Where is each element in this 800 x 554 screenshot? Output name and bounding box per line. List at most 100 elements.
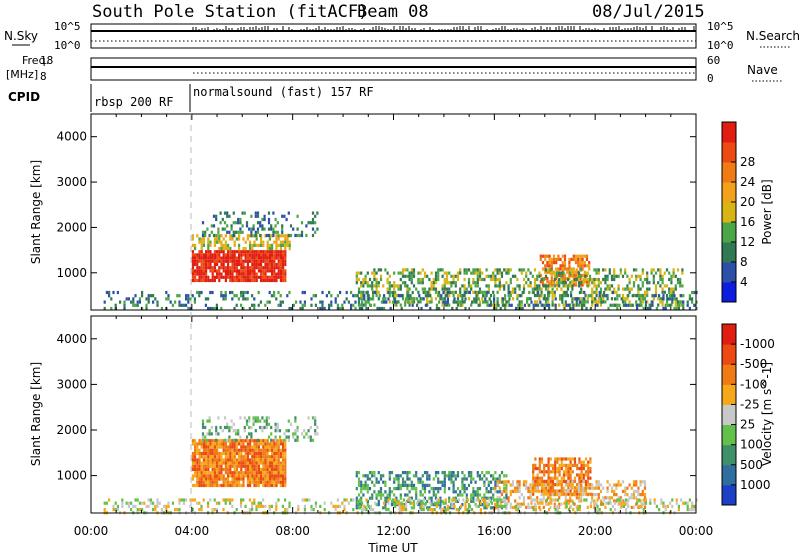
scatter-cell <box>478 290 482 294</box>
scatter-cell <box>560 486 563 490</box>
scatter-cell <box>516 489 519 493</box>
scatter-cell <box>384 503 387 507</box>
scatter-cell <box>275 471 278 475</box>
scatter-cell <box>227 483 230 488</box>
scatter-cell <box>503 483 506 487</box>
scatter-cell <box>242 445 245 449</box>
scatter-cell <box>202 480 205 484</box>
colorbar-tick-label: 8 <box>740 255 748 269</box>
scatter-cell <box>220 262 223 267</box>
scatter-cell <box>345 297 348 301</box>
scatter-cell <box>547 489 550 493</box>
scatter-cell <box>577 254 580 258</box>
scatter-cell <box>635 483 638 487</box>
scatter-cell <box>110 306 113 311</box>
scatter-cell <box>493 498 496 502</box>
scatter-cell <box>167 504 170 508</box>
scatter-cell <box>503 268 506 272</box>
scatter-cell <box>552 257 556 261</box>
scatter-cell <box>215 217 218 222</box>
scatter-cell <box>251 504 254 508</box>
scatter-cell <box>397 499 400 503</box>
scatter-cell <box>445 287 449 291</box>
scatter-cell <box>361 508 364 512</box>
scatter-cell <box>487 287 490 291</box>
scatter-cell <box>578 473 581 477</box>
scatter-cell <box>438 290 441 295</box>
scatter-cell <box>130 300 133 304</box>
scatter-cell <box>272 230 275 234</box>
scatter-cell <box>412 268 416 272</box>
scatter-cell <box>323 501 326 505</box>
scatter-cell <box>496 300 499 304</box>
scatter-cell <box>628 496 631 500</box>
scatter-cell <box>282 278 285 283</box>
scatter-cell <box>593 486 596 490</box>
scatter-cell <box>200 290 203 295</box>
scatter-cell <box>282 243 285 247</box>
scatter-cell <box>478 287 482 291</box>
scatter-cell <box>284 455 287 459</box>
scatter-cell <box>540 470 544 474</box>
scatter-cell <box>461 483 464 487</box>
scatter-cell <box>404 471 407 475</box>
scatter-cell <box>251 262 254 267</box>
scatter-cell <box>435 498 438 502</box>
scatter-cell <box>539 280 542 284</box>
scatter-cell <box>224 297 227 301</box>
scatter-cell <box>272 211 275 215</box>
scatter-cell <box>571 287 574 291</box>
scatter-cell <box>531 489 534 493</box>
scatter-cell <box>548 508 551 512</box>
scatter-cell <box>412 474 416 478</box>
scatter-cell <box>363 504 366 508</box>
scatter-cell <box>632 496 636 500</box>
scatter-cell <box>443 287 446 291</box>
scatter-cell <box>566 267 569 271</box>
scatter-cell <box>470 287 473 291</box>
scatter-cell <box>484 498 487 502</box>
scatter-cell <box>227 448 230 452</box>
scatter-cell <box>292 227 295 231</box>
scatter-cell <box>516 293 519 298</box>
colorbar-segment <box>722 282 736 303</box>
scatter-cell <box>563 290 566 295</box>
scatter-cell <box>483 300 486 304</box>
scatter-cell <box>446 297 449 301</box>
scatter-cell <box>539 498 542 502</box>
scatter-cell <box>639 277 642 282</box>
scatter-cell <box>494 471 497 475</box>
scatter-cell <box>257 480 260 484</box>
scatter-cell <box>387 508 390 512</box>
scatter-cell <box>264 477 267 481</box>
scatter-cell <box>481 297 484 301</box>
scatter-cell <box>235 458 238 462</box>
scatter-cell <box>202 266 205 270</box>
scatter-cell <box>253 471 256 475</box>
scatter-cell <box>244 297 247 301</box>
scatter-cell <box>262 448 265 452</box>
scatter-cell <box>229 501 232 505</box>
scatter-cell <box>429 300 432 304</box>
scatter-cell <box>595 277 598 282</box>
scatter-cell <box>260 250 263 254</box>
scatter-cell <box>209 253 212 257</box>
scatter-cell <box>496 277 499 282</box>
scatter-cell <box>417 290 420 294</box>
scatter-cell <box>568 257 571 261</box>
scatter-cell <box>595 284 598 288</box>
scatter-cell <box>246 477 249 481</box>
scatter-cell <box>264 269 267 273</box>
scatter-cell <box>284 247 287 251</box>
scatter-cell <box>472 300 475 304</box>
scatter-cell <box>251 508 254 512</box>
scatter-cell <box>282 483 285 488</box>
scatter-cell <box>579 261 582 265</box>
scatter-cell <box>662 501 665 505</box>
scatter-cell <box>412 487 416 491</box>
scatter-cell <box>472 499 475 503</box>
scatter-cell <box>478 487 482 491</box>
scatter-cell <box>411 290 414 295</box>
scatter-cell <box>587 467 590 471</box>
scatter-cell <box>611 290 614 295</box>
